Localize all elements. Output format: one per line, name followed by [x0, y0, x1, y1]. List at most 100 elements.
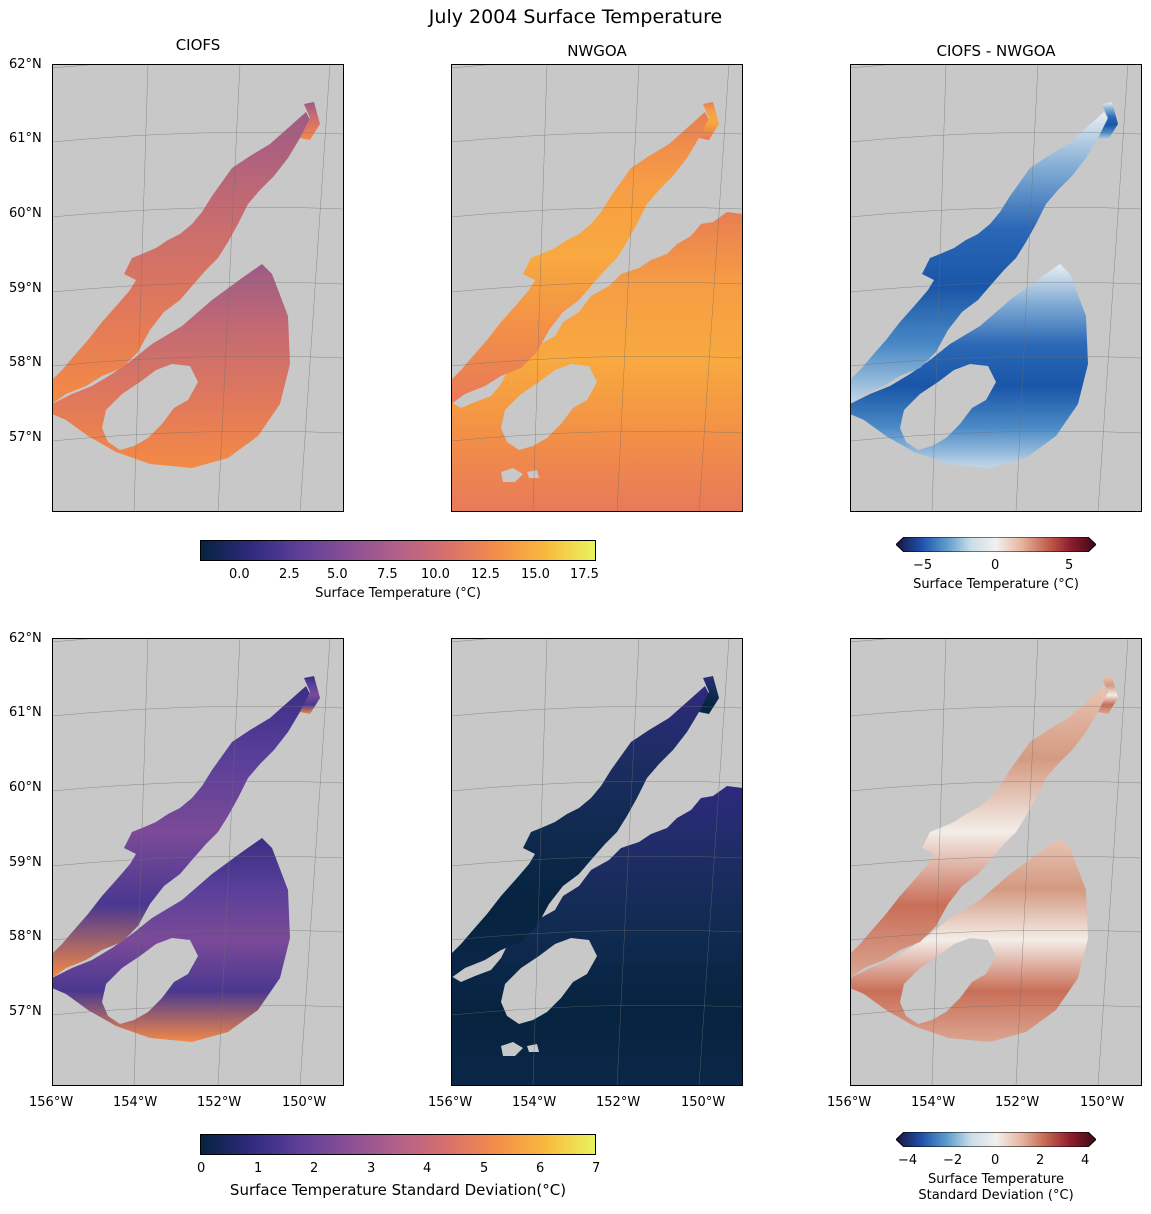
colorbar-body	[896, 537, 1096, 552]
lon-tick-156-col2: 156°W	[428, 1095, 473, 1110]
colorbar-std-tick: 6	[536, 1161, 545, 1176]
lon-tick-150-col2: 150°W	[681, 1095, 726, 1110]
upper-inlet-field	[1098, 676, 1118, 714]
kodiak-island	[102, 364, 198, 450]
islets	[102, 468, 140, 482]
map-ciofs-mean	[52, 64, 344, 512]
lat-gridline	[850, 929, 1142, 941]
map-difference-std	[850, 638, 1142, 1086]
lon-gridline	[299, 638, 331, 1086]
kodiak-island	[900, 364, 996, 450]
colorbar-body	[896, 1132, 1096, 1147]
lat-gridline	[52, 430, 344, 442]
lat-gridline	[52, 780, 344, 792]
colorbar-mean-temperature	[200, 540, 596, 561]
lat-gridline	[52, 855, 344, 867]
lon-tick-154-col2: 154°W	[512, 1095, 557, 1110]
lon-gridline	[532, 64, 548, 512]
lon-gridline	[133, 638, 149, 1086]
colorbar-stddiff-tick: 2	[1036, 1153, 1045, 1168]
colorbar-mean-difference	[896, 537, 1096, 552]
colorbar-mean-tick: 5.0	[327, 567, 348, 582]
lon-gridline	[532, 638, 548, 1086]
colorbar-std-difference	[896, 1132, 1096, 1147]
lon-tick-152-col2: 152°W	[596, 1095, 641, 1110]
kodiak-island	[501, 938, 597, 1024]
colorbar-diff-tick: 0	[991, 558, 1000, 573]
cook-inlet-field	[52, 686, 310, 978]
lat-gridline	[451, 131, 743, 143]
colorbar-std-tick: 3	[367, 1161, 376, 1176]
colorbar-mean-tick: 17.5	[570, 567, 599, 582]
cook-inlet-field	[52, 112, 310, 404]
lat-tick-57-top: 57°N	[9, 430, 42, 445]
lat-gridline	[451, 705, 743, 717]
colorbar-std-tick: 2	[310, 1161, 319, 1176]
colorbar-diff-tick: 5	[1065, 558, 1074, 573]
figure-title: July 2004 Surface Temperature	[428, 6, 723, 28]
lat-tick-62-top: 62°N	[9, 57, 42, 72]
islets	[900, 1042, 938, 1056]
upper-inlet-field	[1098, 102, 1118, 140]
lon-tick-150-col3: 150°W	[1080, 1095, 1125, 1110]
lat-gridline	[451, 355, 743, 367]
map-ciofs-std	[52, 638, 344, 1086]
lat-gridline	[52, 705, 344, 717]
cook-inlet-field	[451, 112, 709, 404]
lon-gridline	[698, 64, 730, 512]
colorbar-std-tick: 4	[423, 1161, 432, 1176]
colorbar-stddiff-tick: −4	[898, 1153, 918, 1168]
lat-tick-61-bottom: 61°N	[9, 705, 42, 720]
colorbar-stddiff-tick: 4	[1081, 1153, 1090, 1168]
lat-gridline	[52, 206, 344, 218]
lat-gridline	[52, 1004, 344, 1016]
colorbar-stddiff-tick: −2	[943, 1153, 963, 1168]
islets	[900, 468, 938, 482]
colorbar-stddiff-label-line2: Standard Deviation (°C)	[918, 1188, 1074, 1203]
lon-tick-152-col1: 152°W	[197, 1095, 242, 1110]
lat-gridline	[850, 131, 1142, 143]
kodiak-island	[900, 938, 996, 1024]
lat-tick-58-bottom: 58°N	[9, 929, 42, 944]
lat-gridline	[52, 281, 344, 293]
lat-gridline	[850, 855, 1142, 867]
lat-tick-60-top: 60°N	[9, 206, 42, 221]
lat-gridline	[451, 430, 743, 442]
lat-gridline	[52, 929, 344, 941]
lon-gridline	[616, 638, 640, 1086]
lon-gridline	[217, 638, 241, 1086]
lat-gridline	[850, 1004, 1142, 1016]
lat-tick-62-bottom: 62°N	[9, 631, 42, 646]
cook-inlet-field	[451, 686, 709, 978]
kodiak-island	[501, 364, 597, 450]
colorbar-stddiff-label-line1: Surface Temperature	[927, 1172, 1064, 1187]
upper-inlet-field	[300, 102, 320, 140]
lat-tick-59-bottom: 59°N	[9, 855, 42, 870]
cook-inlet-field	[850, 686, 1108, 978]
lat-tick-58-top: 58°N	[9, 355, 42, 370]
lon-gridline	[1097, 64, 1129, 512]
lon-gridline	[133, 64, 149, 512]
upper-inlet-field	[699, 102, 719, 140]
lon-gridline	[931, 638, 947, 1086]
lat-gridline	[850, 206, 1142, 218]
colorbar-std-tick: 0	[197, 1161, 206, 1176]
upper-inlet-field	[300, 676, 320, 714]
colorbar-std-tick: 1	[254, 1161, 263, 1176]
lat-gridline	[451, 929, 743, 941]
colorbar-mean-tick: 0.0	[229, 567, 250, 582]
islets	[501, 468, 539, 482]
lon-gridline	[931, 64, 947, 512]
lat-gridline	[52, 355, 344, 367]
lon-gridline	[698, 638, 730, 1086]
lon-tick-150-col1: 150°W	[282, 1095, 327, 1110]
lon-tick-152-col3: 152°W	[995, 1095, 1040, 1110]
lat-gridline	[850, 430, 1142, 442]
islets	[102, 1042, 140, 1056]
column-title-nwgoa: NWGOA	[567, 42, 627, 60]
colorbar-mean-label: Surface Temperature (°C)	[315, 586, 481, 601]
lat-gridline	[850, 355, 1142, 367]
lon-gridline	[217, 64, 241, 512]
map-difference-mean	[850, 64, 1142, 512]
lat-gridline	[451, 206, 743, 218]
